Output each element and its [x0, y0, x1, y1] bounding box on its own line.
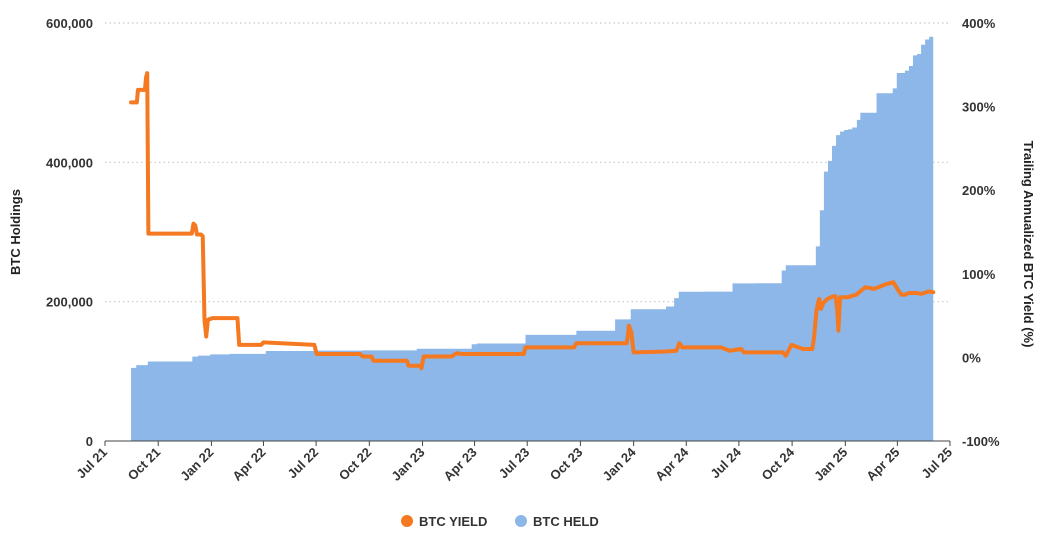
x-tick-label: Jul 24: [707, 444, 744, 481]
y2-tick-label: -100%: [962, 434, 1000, 449]
y2-tick-label: 200%: [962, 183, 996, 198]
legend: BTC YIELD BTC HELD: [401, 514, 599, 529]
y-tick-label: 0: [86, 434, 93, 449]
y2-tick-label: 100%: [962, 267, 996, 282]
y-tick-label: 600,000: [46, 16, 93, 31]
x-tick-label: Oct 21: [125, 445, 164, 484]
x-tick-label: Oct 22: [336, 445, 375, 484]
gridlines: [105, 22, 950, 303]
x-tick-label: Apr 24: [652, 444, 692, 484]
y-tick-label: 400,000: [46, 155, 93, 170]
x-tick-label: Jan 22: [177, 445, 216, 484]
x-tick-label: Apr 22: [229, 445, 268, 484]
x-tick-label: Apr 25: [863, 445, 902, 484]
x-tick-label: Oct 24: [759, 444, 798, 483]
legend-marker-btc-yield: [401, 515, 413, 527]
x-tick-label: Jan 25: [811, 445, 850, 484]
y2-axis-ticks: -100% 0% 100% 200% 300% 400%: [962, 16, 1000, 449]
x-tick-label: Jul 25: [918, 445, 955, 482]
btc-yield-line: [129, 71, 936, 371]
x-tick-label: Jul 23: [496, 445, 533, 482]
x-tick-label: Jan 23: [388, 445, 427, 484]
btc-held-area: [131, 36, 934, 442]
y2-axis-title: Trailing Annualized BTC Yield (%): [1021, 141, 1036, 348]
x-tick-label: Apr 23: [440, 445, 479, 484]
y-tick-label: 200,000: [46, 295, 93, 310]
y2-tick-label: 400%: [962, 16, 996, 31]
legend-label-btc-held: BTC HELD: [533, 514, 599, 529]
y2-tick-label: 0%: [962, 350, 981, 365]
legend-marker-btc-held: [515, 515, 527, 527]
x-tick-label: Oct 23: [547, 445, 586, 484]
legend-label-btc-yield: BTC YIELD: [419, 514, 487, 529]
y-axis-title: BTC Holdings: [8, 189, 23, 275]
x-tick-label: Jul 22: [285, 445, 322, 482]
y-axis-ticks: 0 200,000 400,000 600,000: [46, 16, 93, 449]
legend-item-btc-held[interactable]: BTC HELD: [515, 514, 599, 529]
y2-tick-label: 300%: [962, 100, 996, 115]
x-tick-label: Jan 24: [599, 444, 639, 484]
x-axis-ticks: Jul 21 Oct 21 Jan 22 Apr 22 Jul 22 Oct 22 Jan …: [73, 441, 955, 484]
x-tick-label: Jul 21: [73, 445, 110, 482]
legend-item-btc-yield[interactable]: BTC YIELD: [401, 514, 487, 529]
